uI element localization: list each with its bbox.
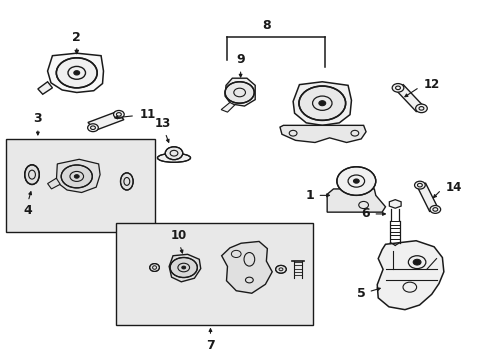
Ellipse shape: [275, 265, 286, 273]
Polygon shape: [326, 189, 385, 212]
Text: 13: 13: [155, 117, 171, 130]
Polygon shape: [221, 103, 234, 112]
Ellipse shape: [157, 153, 190, 162]
Polygon shape: [169, 254, 201, 282]
Polygon shape: [224, 78, 255, 106]
Polygon shape: [88, 112, 123, 130]
Circle shape: [336, 167, 375, 195]
Text: 9: 9: [236, 53, 244, 66]
Polygon shape: [388, 200, 400, 208]
Circle shape: [56, 58, 97, 88]
Polygon shape: [56, 159, 100, 193]
Circle shape: [353, 179, 359, 183]
Text: 10: 10: [170, 229, 186, 242]
Circle shape: [414, 181, 425, 189]
Text: 11: 11: [140, 108, 156, 121]
Polygon shape: [280, 125, 366, 143]
Text: 12: 12: [423, 78, 439, 91]
Polygon shape: [38, 82, 52, 94]
Ellipse shape: [165, 147, 183, 159]
Circle shape: [182, 266, 185, 269]
Text: 4: 4: [24, 204, 32, 217]
Polygon shape: [376, 241, 443, 310]
Text: 6: 6: [361, 207, 369, 220]
Text: 3: 3: [34, 112, 42, 125]
Text: 2: 2: [72, 31, 81, 44]
Text: 1: 1: [305, 189, 313, 202]
Polygon shape: [292, 82, 351, 125]
Circle shape: [87, 124, 98, 132]
Ellipse shape: [149, 264, 159, 271]
Circle shape: [429, 206, 440, 213]
Text: 7: 7: [205, 339, 214, 352]
Text: 14: 14: [445, 181, 461, 194]
Circle shape: [224, 82, 254, 103]
Polygon shape: [47, 53, 103, 93]
Circle shape: [318, 101, 325, 106]
Circle shape: [412, 259, 420, 265]
Ellipse shape: [120, 173, 133, 190]
Polygon shape: [416, 183, 437, 211]
Polygon shape: [395, 85, 423, 112]
Circle shape: [415, 104, 427, 113]
Circle shape: [170, 257, 197, 278]
Bar: [6, 139, 154, 232]
Polygon shape: [221, 242, 272, 293]
Ellipse shape: [25, 165, 39, 184]
Text: 8: 8: [262, 19, 270, 32]
Circle shape: [61, 165, 92, 188]
Bar: [116, 223, 312, 325]
Circle shape: [74, 175, 79, 178]
Polygon shape: [47, 178, 60, 189]
Circle shape: [74, 71, 80, 75]
Text: 5: 5: [356, 287, 365, 300]
Circle shape: [298, 86, 345, 120]
Circle shape: [391, 84, 403, 92]
Circle shape: [113, 111, 124, 118]
